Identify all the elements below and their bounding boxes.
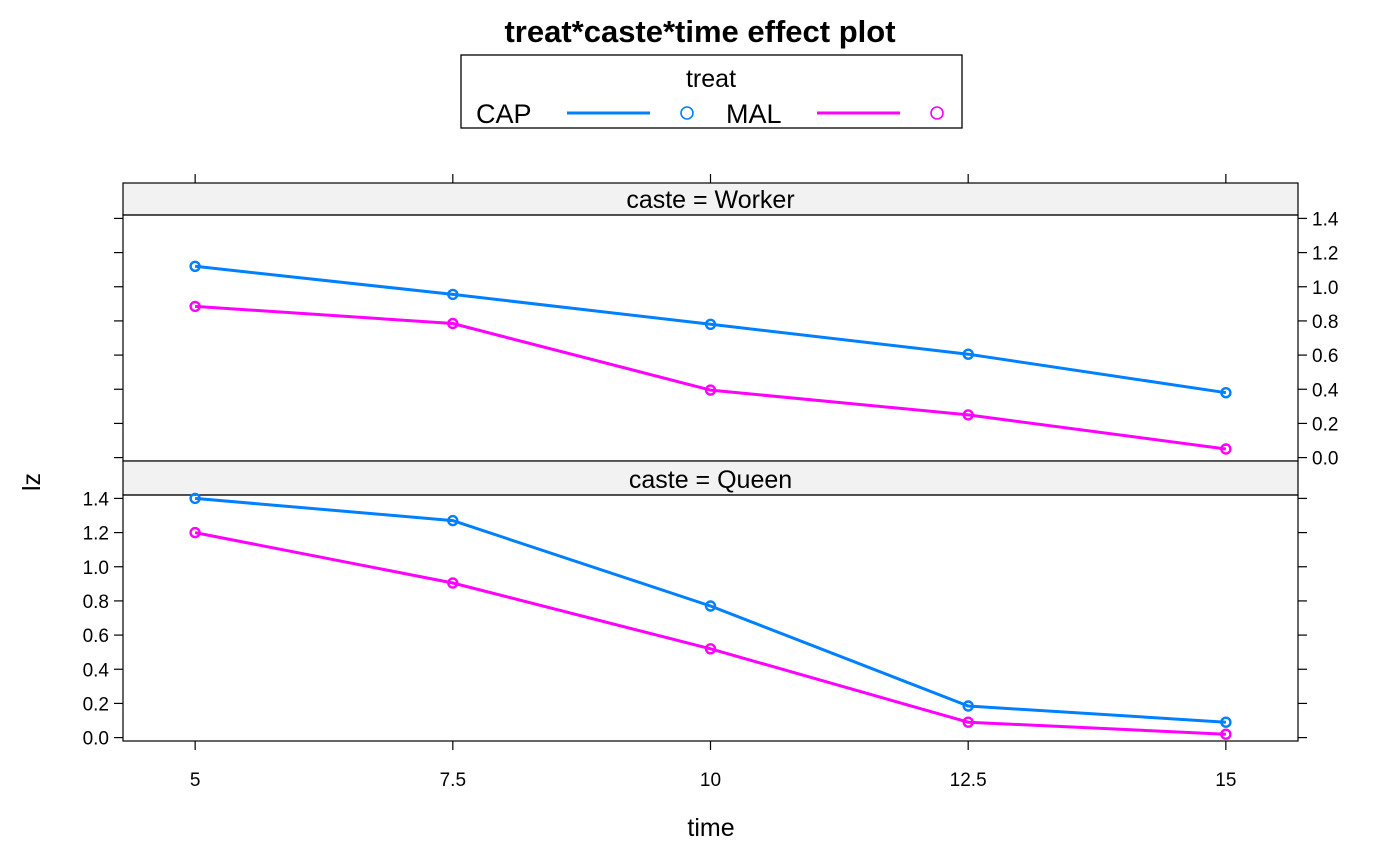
data-point-cap-caste-worker xyxy=(1220,387,1232,399)
y-tick-label-caste-worker: 0.0 xyxy=(1312,449,1338,470)
data-point-mal-caste-worker xyxy=(189,300,201,313)
series-line-mal-caste-worker xyxy=(195,304,1227,451)
y-tick-label-caste-queen: 1.2 xyxy=(83,524,109,545)
legend: treat CAP MAL xyxy=(460,54,963,129)
y-tick-label-caste-worker: 0.8 xyxy=(1312,312,1338,333)
y-tick-label-caste-queen: 1.0 xyxy=(83,558,109,579)
panel-frame-caste-queen xyxy=(122,494,1299,742)
series-line-mal-caste-queen xyxy=(194,531,1226,736)
y-tick-label-caste-worker: 0.4 xyxy=(1312,380,1339,401)
data-point-cap-caste-queen xyxy=(704,600,717,612)
legend-box xyxy=(460,54,963,129)
y-tick-label-caste-queen: 0.4 xyxy=(83,660,110,681)
series-line-cap-caste-queen xyxy=(194,496,1226,724)
series-line-cap-caste-worker xyxy=(194,264,1227,395)
y-tick-label-caste-worker: 0.6 xyxy=(1312,346,1338,367)
data-point-cap-caste-queen xyxy=(189,492,201,505)
data-point-mal-caste-queen xyxy=(962,716,974,728)
y-tick-label-caste-queen: 0.0 xyxy=(83,729,109,750)
data-point-mal-caste-worker xyxy=(962,409,974,421)
data-point-mal-caste-queen xyxy=(704,643,717,655)
strip-label-caste-worker: caste = Worker xyxy=(626,186,794,214)
y-tick-label-caste-worker: 1.2 xyxy=(1312,244,1338,265)
y-tick-label-caste-queen: 0.8 xyxy=(83,592,109,613)
data-point-mal-caste-queen xyxy=(1220,728,1232,740)
chart-title: treat*caste*time effect plot xyxy=(504,14,895,49)
panel-caste-queen: caste = Queen 0.0 0.2 0.4 0.6 0.8 1.0 1.2 1.4 xyxy=(83,460,1307,750)
data-point-cap-caste-worker xyxy=(447,288,459,301)
y-tick-label-caste-queen: 1.4 xyxy=(83,489,110,510)
legend-marker-cap xyxy=(680,106,694,120)
data-point-cap-caste-queen xyxy=(962,700,974,712)
y-tick-label-caste-queen: 0.2 xyxy=(83,694,109,715)
strip-caste-worker xyxy=(122,182,1299,216)
legend-marker-mal xyxy=(930,106,944,120)
x-tick-label: 10 xyxy=(700,770,721,791)
data-point-cap-caste-worker xyxy=(189,260,201,272)
y-tick-label-caste-queen: 0.6 xyxy=(83,626,109,647)
x-tick-label: 12.5 xyxy=(950,770,987,791)
y-axis-label: lz xyxy=(18,473,46,491)
strip-label-caste-queen: caste = Queen xyxy=(629,466,792,494)
panel-caste-worker: caste = Worker 0.0 0.2 0.4 0.6 0.8 1.0 1.2 1.4 xyxy=(114,182,1339,470)
x-axis-label: time xyxy=(687,814,734,842)
data-point-cap-caste-worker xyxy=(704,318,717,330)
data-point-mal-caste-queen xyxy=(447,577,459,589)
data-point-mal-caste-worker xyxy=(704,384,717,396)
data-point-mal-caste-queen xyxy=(189,526,201,539)
y-tick-label-caste-worker: 1.0 xyxy=(1312,278,1338,299)
panel-frame-caste-worker xyxy=(122,214,1299,462)
x-tick-label: 5 xyxy=(190,770,201,791)
y-tick-label-caste-worker: 1.4 xyxy=(1312,209,1339,230)
data-point-cap-caste-queen xyxy=(1220,716,1232,728)
strip-caste-queen xyxy=(122,460,1299,496)
y-tick-label-caste-worker: 0.2 xyxy=(1312,414,1338,435)
data-point-cap-caste-queen xyxy=(447,514,459,527)
x-tick-label: 7.5 xyxy=(440,770,466,791)
x-tick-label: 15 xyxy=(1215,770,1236,791)
data-point-cap-caste-worker xyxy=(962,348,974,360)
data-point-mal-caste-worker xyxy=(1220,443,1232,455)
data-point-mal-caste-worker xyxy=(447,317,459,330)
legend-title: treat xyxy=(686,65,736,93)
legend-label-cap: CAP xyxy=(476,99,532,129)
legend-label-mal: MAL xyxy=(726,99,782,129)
